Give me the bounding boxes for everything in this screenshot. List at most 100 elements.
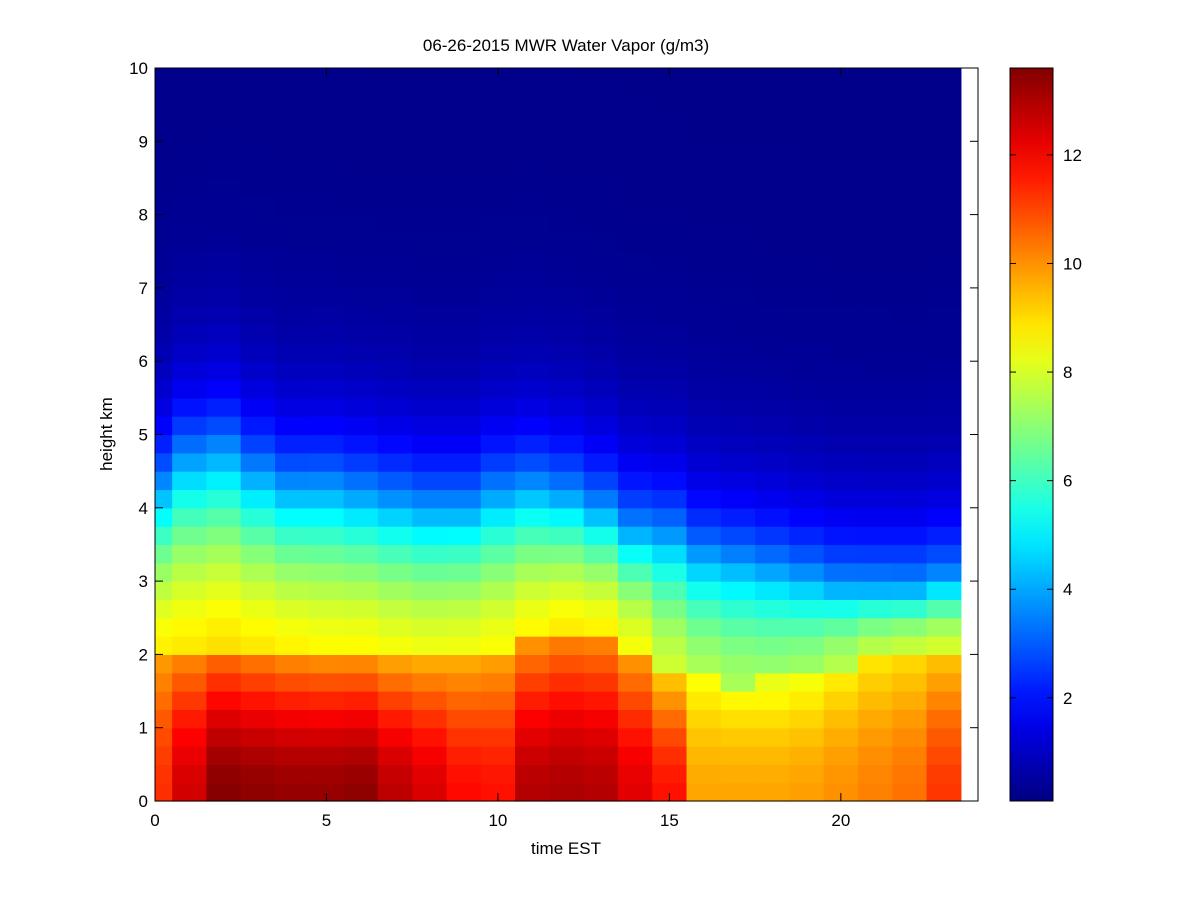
heatmap-cell <box>617 269 653 289</box>
heatmap-cell <box>446 122 482 142</box>
heatmap-cell <box>515 232 550 252</box>
heatmap-cell <box>377 287 413 307</box>
heatmap-cell <box>926 104 962 124</box>
heatmap-cell <box>240 86 276 106</box>
heatmap-cell <box>480 581 516 601</box>
heatmap-cell <box>309 86 345 106</box>
heatmap-cell <box>686 416 722 436</box>
heatmap-cell <box>172 709 208 729</box>
heatmap-cell <box>412 196 448 216</box>
heatmap-cell <box>857 379 893 399</box>
heatmap-cell <box>206 379 242 399</box>
heatmap-cell <box>823 177 859 197</box>
heatmap-cell <box>377 68 413 87</box>
heatmap-cell <box>857 361 893 381</box>
heatmap-cell <box>515 562 550 582</box>
heatmap-cell <box>412 342 448 362</box>
heatmap-cell <box>720 727 756 747</box>
heatmap-cell <box>549 397 585 417</box>
heatmap-cell <box>446 691 482 710</box>
heatmap-cell <box>926 636 962 655</box>
heatmap-cell <box>172 159 208 179</box>
heatmap-cell <box>377 397 413 417</box>
heatmap-cell <box>892 324 928 344</box>
heatmap-cell <box>652 452 688 472</box>
heatmap-cell <box>446 764 482 784</box>
heatmap-cell <box>583 544 619 564</box>
heatmap-cell <box>720 416 756 436</box>
colorbar-tick-label: 10 <box>1063 254 1082 273</box>
heatmap-cell <box>275 287 310 307</box>
heatmap-cell <box>240 159 276 179</box>
heatmap-cell <box>343 727 379 747</box>
heatmap-cell <box>377 434 413 454</box>
heatmap-cell <box>892 269 928 289</box>
heatmap-cell <box>275 86 310 106</box>
heatmap-cell <box>823 672 859 692</box>
heatmap-cell <box>377 709 413 729</box>
heatmap-cell <box>275 434 310 454</box>
heatmap-cell <box>857 324 893 344</box>
heatmap-cell <box>446 672 482 692</box>
heatmap-cell <box>275 746 310 765</box>
heatmap-cell <box>155 764 173 784</box>
heatmap-cell <box>172 214 208 234</box>
heatmap-cell <box>789 691 825 710</box>
heatmap-cell <box>583 232 619 252</box>
heatmap-cell <box>823 599 859 619</box>
heatmap-cell <box>720 636 756 655</box>
heatmap-cell <box>480 214 516 234</box>
x-tick-label: 0 <box>150 811 159 830</box>
heatmap-cell <box>755 232 790 252</box>
heatmap-cell <box>446 746 482 765</box>
heatmap-cell <box>617 86 653 106</box>
heatmap-cell <box>789 782 825 802</box>
heatmap-cell <box>480 86 516 106</box>
heatmap-cell <box>172 324 208 344</box>
heatmap-cell <box>206 562 242 582</box>
heatmap-cell <box>240 599 276 619</box>
heatmap-cell <box>720 361 756 381</box>
heatmap-cell <box>857 599 893 619</box>
heatmap-cell <box>617 287 653 307</box>
heatmap-cell <box>720 251 756 271</box>
heatmap-cell <box>377 507 413 527</box>
heatmap-cell <box>720 214 756 234</box>
heatmap-cell <box>309 471 345 491</box>
heatmap-cell <box>857 507 893 527</box>
heatmap-cell <box>275 397 310 417</box>
heatmap-cell <box>617 397 653 417</box>
heatmap-cell <box>275 562 310 582</box>
heatmap-cell <box>206 214 242 234</box>
heatmap-cell <box>857 214 893 234</box>
heatmap-cell <box>823 782 859 802</box>
heatmap-cell <box>309 581 345 601</box>
heatmap-cell <box>172 104 208 124</box>
heatmap-cell <box>206 342 242 362</box>
heatmap-cell <box>275 324 310 344</box>
heatmap-cell <box>515 489 550 509</box>
heatmap-cell <box>343 672 379 692</box>
heatmap-cell <box>206 306 242 326</box>
heatmap-cell <box>789 581 825 601</box>
heatmap-cell <box>309 416 345 436</box>
heatmap-cell <box>480 599 516 619</box>
heatmap-cell <box>892 452 928 472</box>
heatmap-cell <box>240 727 276 747</box>
heatmap-cell <box>480 727 516 747</box>
heatmap-cell <box>583 489 619 509</box>
heatmap-cell <box>549 379 585 399</box>
heatmap-cell <box>480 232 516 252</box>
y-tick-label: 2 <box>139 645 148 664</box>
heatmap-cell <box>155 177 173 197</box>
heatmap-cell <box>155 617 173 637</box>
heatmap-cell <box>515 287 550 307</box>
heatmap-cell <box>515 471 550 491</box>
heatmap-cell <box>240 324 276 344</box>
heatmap-cell <box>515 434 550 454</box>
heatmap-cell <box>549 159 585 179</box>
heatmap-cell <box>583 636 619 655</box>
heatmap-cell <box>172 306 208 326</box>
heatmap-cell <box>857 159 893 179</box>
heatmap-cell <box>155 361 173 381</box>
